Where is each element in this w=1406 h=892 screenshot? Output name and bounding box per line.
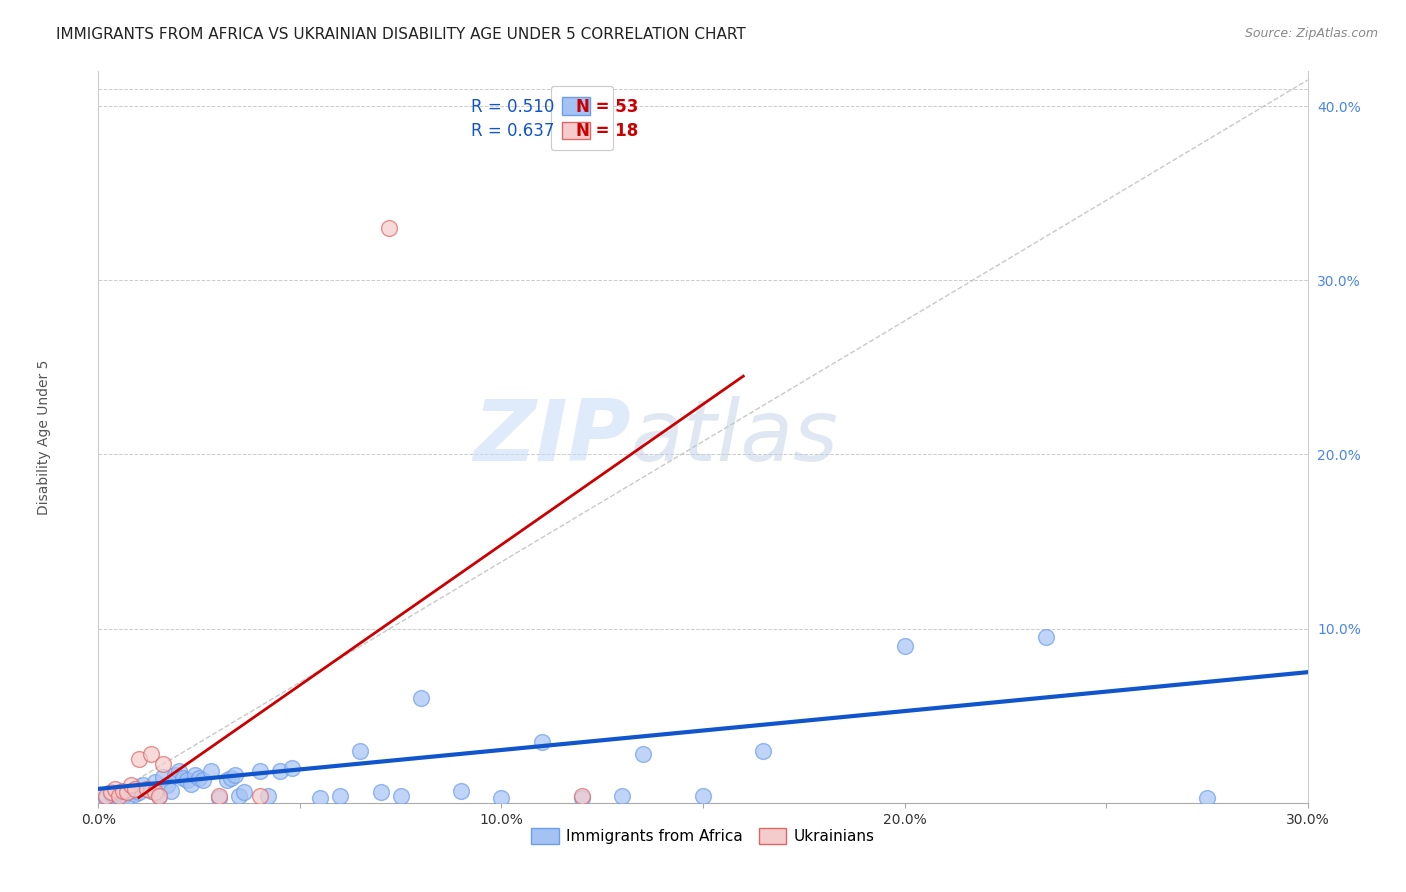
Point bbox=[221, 772, 243, 786]
Point bbox=[148, 789, 170, 803]
Point bbox=[172, 772, 194, 786]
Point bbox=[128, 752, 150, 766]
Point bbox=[139, 747, 162, 761]
Text: N = 53: N = 53 bbox=[576, 97, 638, 116]
Point bbox=[135, 781, 157, 796]
Text: Source: ZipAtlas.com: Source: ZipAtlas.com bbox=[1244, 27, 1378, 40]
Point bbox=[450, 783, 472, 797]
Point bbox=[281, 761, 304, 775]
Point bbox=[103, 781, 125, 796]
Point bbox=[377, 221, 399, 235]
Text: N = 18: N = 18 bbox=[576, 121, 638, 140]
Point bbox=[115, 785, 138, 799]
Text: Disability Age Under 5: Disability Age Under 5 bbox=[37, 359, 51, 515]
Point bbox=[96, 789, 118, 803]
Point bbox=[120, 783, 142, 797]
Point bbox=[249, 789, 271, 803]
Point bbox=[208, 789, 231, 803]
Point bbox=[692, 789, 714, 803]
Point bbox=[124, 787, 146, 801]
Point bbox=[143, 785, 166, 799]
Point bbox=[200, 764, 222, 779]
Point bbox=[530, 735, 553, 749]
Point bbox=[571, 790, 593, 805]
Point bbox=[100, 785, 122, 799]
Point bbox=[224, 768, 246, 782]
Point bbox=[612, 789, 634, 803]
Point bbox=[156, 778, 179, 792]
Point bbox=[309, 790, 332, 805]
Point bbox=[163, 768, 186, 782]
Point bbox=[409, 691, 432, 706]
Point bbox=[111, 783, 134, 797]
Point bbox=[349, 743, 371, 757]
Point bbox=[152, 770, 174, 784]
Point bbox=[176, 773, 198, 788]
Point bbox=[193, 773, 215, 788]
Legend: Immigrants from Africa, Ukrainians: Immigrants from Africa, Ukrainians bbox=[526, 822, 880, 850]
Point bbox=[370, 785, 392, 799]
Point bbox=[115, 790, 138, 805]
Point bbox=[217, 773, 239, 788]
Point bbox=[111, 789, 134, 803]
Point bbox=[491, 790, 513, 805]
Point bbox=[128, 785, 150, 799]
Point bbox=[167, 764, 190, 779]
Point bbox=[228, 789, 250, 803]
Point bbox=[132, 778, 155, 792]
Point bbox=[752, 743, 775, 757]
Point bbox=[208, 790, 231, 805]
Text: IMMIGRANTS FROM AFRICA VS UKRAINIAN DISABILITY AGE UNDER 5 CORRELATION CHART: IMMIGRANTS FROM AFRICA VS UKRAINIAN DISA… bbox=[56, 27, 747, 42]
Point bbox=[249, 764, 271, 779]
Point bbox=[184, 768, 207, 782]
Point bbox=[232, 785, 254, 799]
Point bbox=[103, 789, 125, 803]
Point bbox=[152, 757, 174, 772]
Point bbox=[120, 778, 142, 792]
Point bbox=[139, 783, 162, 797]
Point bbox=[100, 787, 122, 801]
Point bbox=[148, 789, 170, 803]
Point bbox=[269, 764, 291, 779]
Point bbox=[96, 790, 118, 805]
Point bbox=[188, 772, 211, 786]
Point bbox=[571, 789, 593, 803]
Text: R = 0.637: R = 0.637 bbox=[471, 121, 554, 140]
Text: ZIP: ZIP bbox=[472, 395, 630, 479]
Point bbox=[124, 781, 146, 796]
Text: atlas: atlas bbox=[630, 395, 838, 479]
Point bbox=[1195, 790, 1218, 805]
Point bbox=[389, 789, 412, 803]
Point bbox=[631, 747, 654, 761]
Point bbox=[135, 781, 157, 796]
Point bbox=[329, 789, 352, 803]
Point bbox=[160, 783, 183, 797]
Point bbox=[107, 789, 129, 803]
Point bbox=[143, 775, 166, 789]
Point bbox=[180, 777, 202, 791]
Point bbox=[1035, 631, 1057, 645]
Text: R = 0.510: R = 0.510 bbox=[471, 97, 554, 116]
Point bbox=[256, 789, 278, 803]
Point bbox=[893, 639, 915, 653]
Point bbox=[107, 785, 129, 799]
